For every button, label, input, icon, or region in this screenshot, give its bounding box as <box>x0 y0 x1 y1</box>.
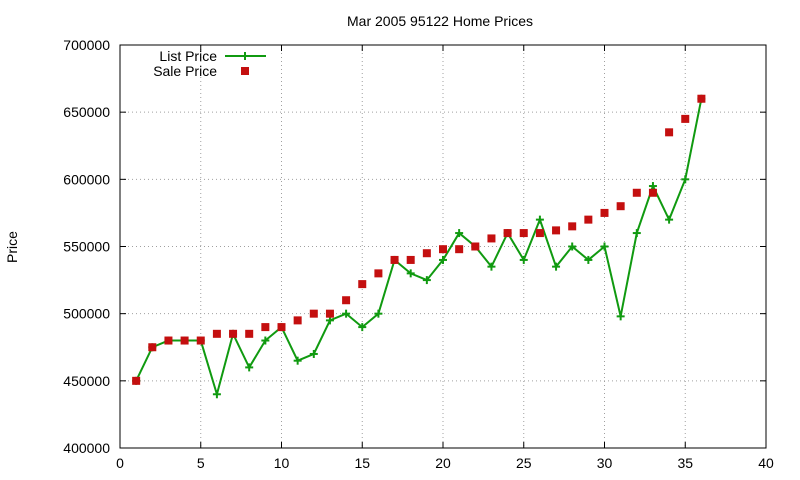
y-tick-label: 500000 <box>63 306 110 322</box>
sale-price-point <box>648 188 657 197</box>
sale-price-point <box>681 114 690 123</box>
chart-title: Mar 2005 95122 Home Prices <box>347 13 533 29</box>
x-tick-label: 15 <box>354 455 370 471</box>
sale-price-point <box>439 245 447 254</box>
sale-price-point <box>697 94 706 103</box>
sale-price-point <box>535 229 544 238</box>
sale-price-point <box>584 215 593 224</box>
series-sale-price <box>132 94 706 385</box>
sale-price-point <box>180 336 189 345</box>
ticks: 0 5 10 15 20 25 30 35 40 400000 450000 500000 550000… <box>63 37 774 471</box>
x-tick-label: 10 <box>274 455 290 471</box>
sale-price-point <box>229 329 238 338</box>
sale-price-point <box>293 316 302 325</box>
y-tick-label: 600000 <box>63 171 110 187</box>
sale-price-point <box>406 255 415 264</box>
sale-price-point <box>471 242 480 251</box>
y-axis-label: Price <box>4 231 20 263</box>
y-tick-label: 400000 <box>63 440 110 456</box>
x-tick-label: 30 <box>597 455 613 471</box>
series-list-price <box>132 94 706 399</box>
sale-price-point <box>519 229 528 238</box>
legend-square-swatch <box>241 67 249 75</box>
sale-price-point <box>552 226 561 235</box>
sale-price-point <box>245 329 254 338</box>
x-tick-label: 40 <box>758 455 774 471</box>
sale-price-point <box>374 269 383 278</box>
sale-price-point <box>212 329 221 338</box>
x-tick-label: 25 <box>516 455 532 471</box>
sale-price-point <box>164 336 173 345</box>
y-tick-label: 700000 <box>63 37 110 53</box>
sale-price-point <box>277 323 286 332</box>
y-tick-label: 650000 <box>63 104 110 120</box>
sale-price-point <box>568 222 577 231</box>
sale-price-point <box>148 343 157 352</box>
sale-price-point <box>261 323 270 332</box>
sale-price-point <box>309 309 318 318</box>
sale-price-point <box>632 188 641 197</box>
sale-price-point <box>342 296 351 305</box>
list-price-line <box>135 98 703 398</box>
sale-price-point <box>665 128 674 137</box>
sale-price-point <box>358 280 367 289</box>
sale-price-point <box>487 234 496 243</box>
sale-price-point <box>600 208 609 217</box>
x-tick-label: 5 <box>197 455 205 471</box>
y-tick-label: 550000 <box>63 239 110 255</box>
x-tick-label: 20 <box>435 455 451 471</box>
sale-price-point <box>325 309 334 318</box>
legend-label: List Price <box>159 48 217 64</box>
legend-label: Sale Price <box>153 63 217 79</box>
sale-price-point <box>390 255 399 264</box>
y-tick-label: 450000 <box>63 373 110 389</box>
series-layer <box>132 94 706 399</box>
sale-price-point <box>196 336 205 345</box>
sale-price-point <box>455 245 464 254</box>
sale-price-point <box>616 202 625 211</box>
x-tick-label: 0 <box>116 455 124 471</box>
sale-price-point <box>132 376 141 385</box>
sale-price-point <box>422 249 431 258</box>
x-tick-label: 35 <box>677 455 693 471</box>
sale-price-point <box>503 229 512 238</box>
plot-frame <box>119 44 767 449</box>
